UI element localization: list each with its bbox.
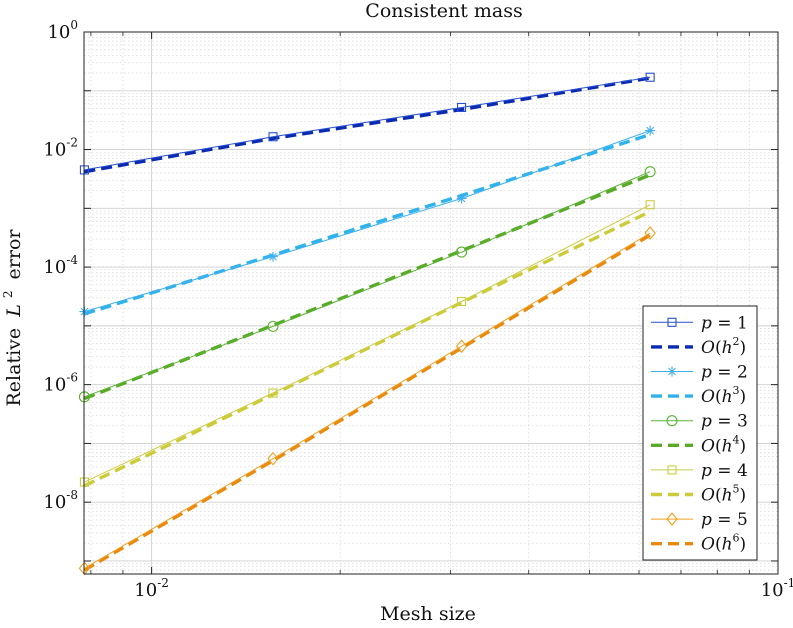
series-marker-diamond [644, 226, 656, 240]
legend-label: O(h3) [701, 384, 746, 407]
series-line [84, 76, 651, 174]
y-axis-label: Relative L 2 error [0, 229, 25, 407]
legend-entry: p = 1 [651, 313, 748, 333]
ticks [84, 31, 779, 574]
chart-title: Consistent mass [365, 0, 522, 22]
legend-entry: O(h6) [651, 532, 746, 555]
legend-entry: p = 5 [651, 510, 748, 530]
y-axis-label-symbol: L [3, 304, 25, 318]
series-line [83, 210, 651, 488]
legend-entry: p = 2 [651, 363, 748, 383]
y-tick-label: 100 [47, 18, 78, 43]
legend-label: p = 1 [701, 313, 748, 333]
series-rate-h2 [84, 76, 651, 174]
legend-label: p = 4 [701, 461, 748, 481]
series-marker-square [268, 388, 278, 398]
series-rate-h6 [83, 233, 651, 572]
legend-label: O(h4) [701, 433, 746, 456]
series-marker-asterisk [645, 125, 656, 136]
legend-entry: O(h4) [651, 433, 746, 456]
y-axis-label-sup: 2 [1, 290, 15, 298]
legend-entry: O(h3) [651, 384, 746, 407]
series-marker-circle [644, 166, 656, 178]
y-axis-label-suffix: error [3, 229, 25, 280]
series-line [84, 76, 651, 171]
series-marker-circle [456, 246, 468, 258]
legend-entry: O(h2) [651, 335, 746, 358]
series-line [84, 171, 651, 398]
legend-entry: p = 3 [651, 412, 748, 432]
series-marker-square [457, 296, 467, 307]
tick-labels: 100 10-2 10-4 10-6 10-8 10-2 10-1 [43, 18, 793, 601]
series-marker-diamond [267, 451, 279, 466]
series-marker-square [667, 317, 677, 327]
y-tick-label: 10-8 [43, 488, 78, 513]
series-data-p5 [78, 226, 656, 576]
x-axis-label: Mesh size [380, 603, 476, 625]
series-marker-square [645, 200, 655, 210]
series-rate-h5 [83, 210, 651, 488]
legend-label: O(h5) [701, 483, 746, 506]
series-marker-circle [267, 320, 279, 332]
series-marker-asterisk [268, 251, 279, 262]
x-tick-label: 10-1 [761, 576, 793, 601]
x-tick-label: 10-2 [134, 576, 169, 601]
axes-box [83, 31, 779, 575]
legend-label: O(h2) [701, 335, 746, 358]
series-marker-circle [666, 415, 678, 427]
y-axis-label-prefix: Relative [3, 328, 25, 407]
legend-entry: O(h5) [651, 483, 746, 506]
legend: p = 1O(h2) p = 2O(h3) p = 3O(h4) p = 4O(h5)… [642, 305, 758, 561]
series-marker-square [667, 465, 677, 475]
y-tick-label: 10-2 [43, 136, 78, 161]
legend-entry: p = 4 [651, 461, 748, 481]
series-marker-square [268, 132, 278, 142]
series-line [84, 130, 651, 313]
series-marker-asterisk [456, 193, 467, 204]
legend-label: O(h6) [701, 532, 746, 555]
series-marker-square [457, 102, 467, 113]
series-data-p3 [78, 166, 656, 403]
legend-label: p = 3 [701, 412, 748, 432]
series-layer [78, 72, 656, 576]
legend-label: p = 5 [701, 510, 748, 530]
series-marker-diamond [455, 339, 468, 354]
series-marker-square [645, 72, 655, 82]
legend-label: p = 2 [701, 363, 748, 383]
series-marker-asterisk [667, 366, 677, 377]
series-marker-diamond [666, 512, 678, 526]
y-tick-label: 10-6 [43, 371, 78, 396]
series-line [83, 233, 651, 572]
series-line [84, 232, 651, 569]
y-tick-label: 10-4 [43, 253, 78, 278]
series-line [84, 204, 651, 483]
